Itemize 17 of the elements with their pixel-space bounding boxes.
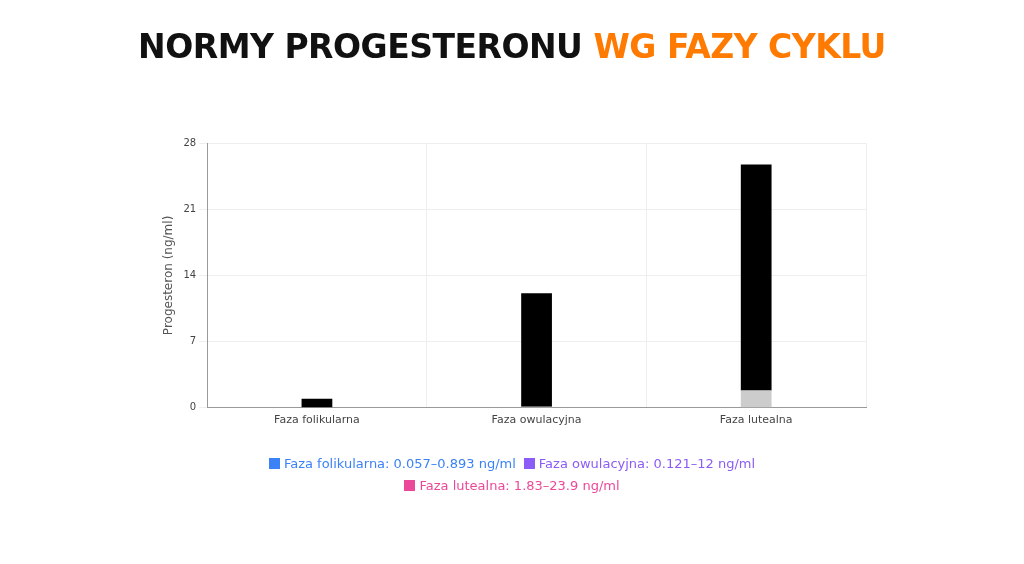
y-tick-label: 0 <box>189 401 197 413</box>
y-axis-title: Progesteron (ng/ml) <box>161 215 176 336</box>
bar <box>740 164 772 391</box>
text: Faza folikularna: 0.057–0.893 ng/ml <box>283 456 516 471</box>
x-tick-label: Faza owulacyjna <box>491 413 582 427</box>
y-tick-label: 21 <box>183 202 197 214</box>
x-tick-label: Faza lutealna <box>719 413 793 427</box>
x-tick-label: Faza folikularna <box>274 413 360 427</box>
bar <box>740 390 772 408</box>
bar <box>521 293 552 407</box>
chart-title: NORMY PROGESTERONU WG FAZY CYKLU <box>138 27 886 66</box>
y-tick-label: 7 <box>189 335 197 347</box>
bar <box>301 398 333 408</box>
y-tick-label: 14 <box>183 268 197 280</box>
y-tick-label: 28 <box>183 136 197 148</box>
text: Faza owulacyjna: 0.121–12 ng/ml <box>538 456 756 471</box>
text: Faza lutealna: 1.83–23.9 ng/ml <box>419 478 620 493</box>
